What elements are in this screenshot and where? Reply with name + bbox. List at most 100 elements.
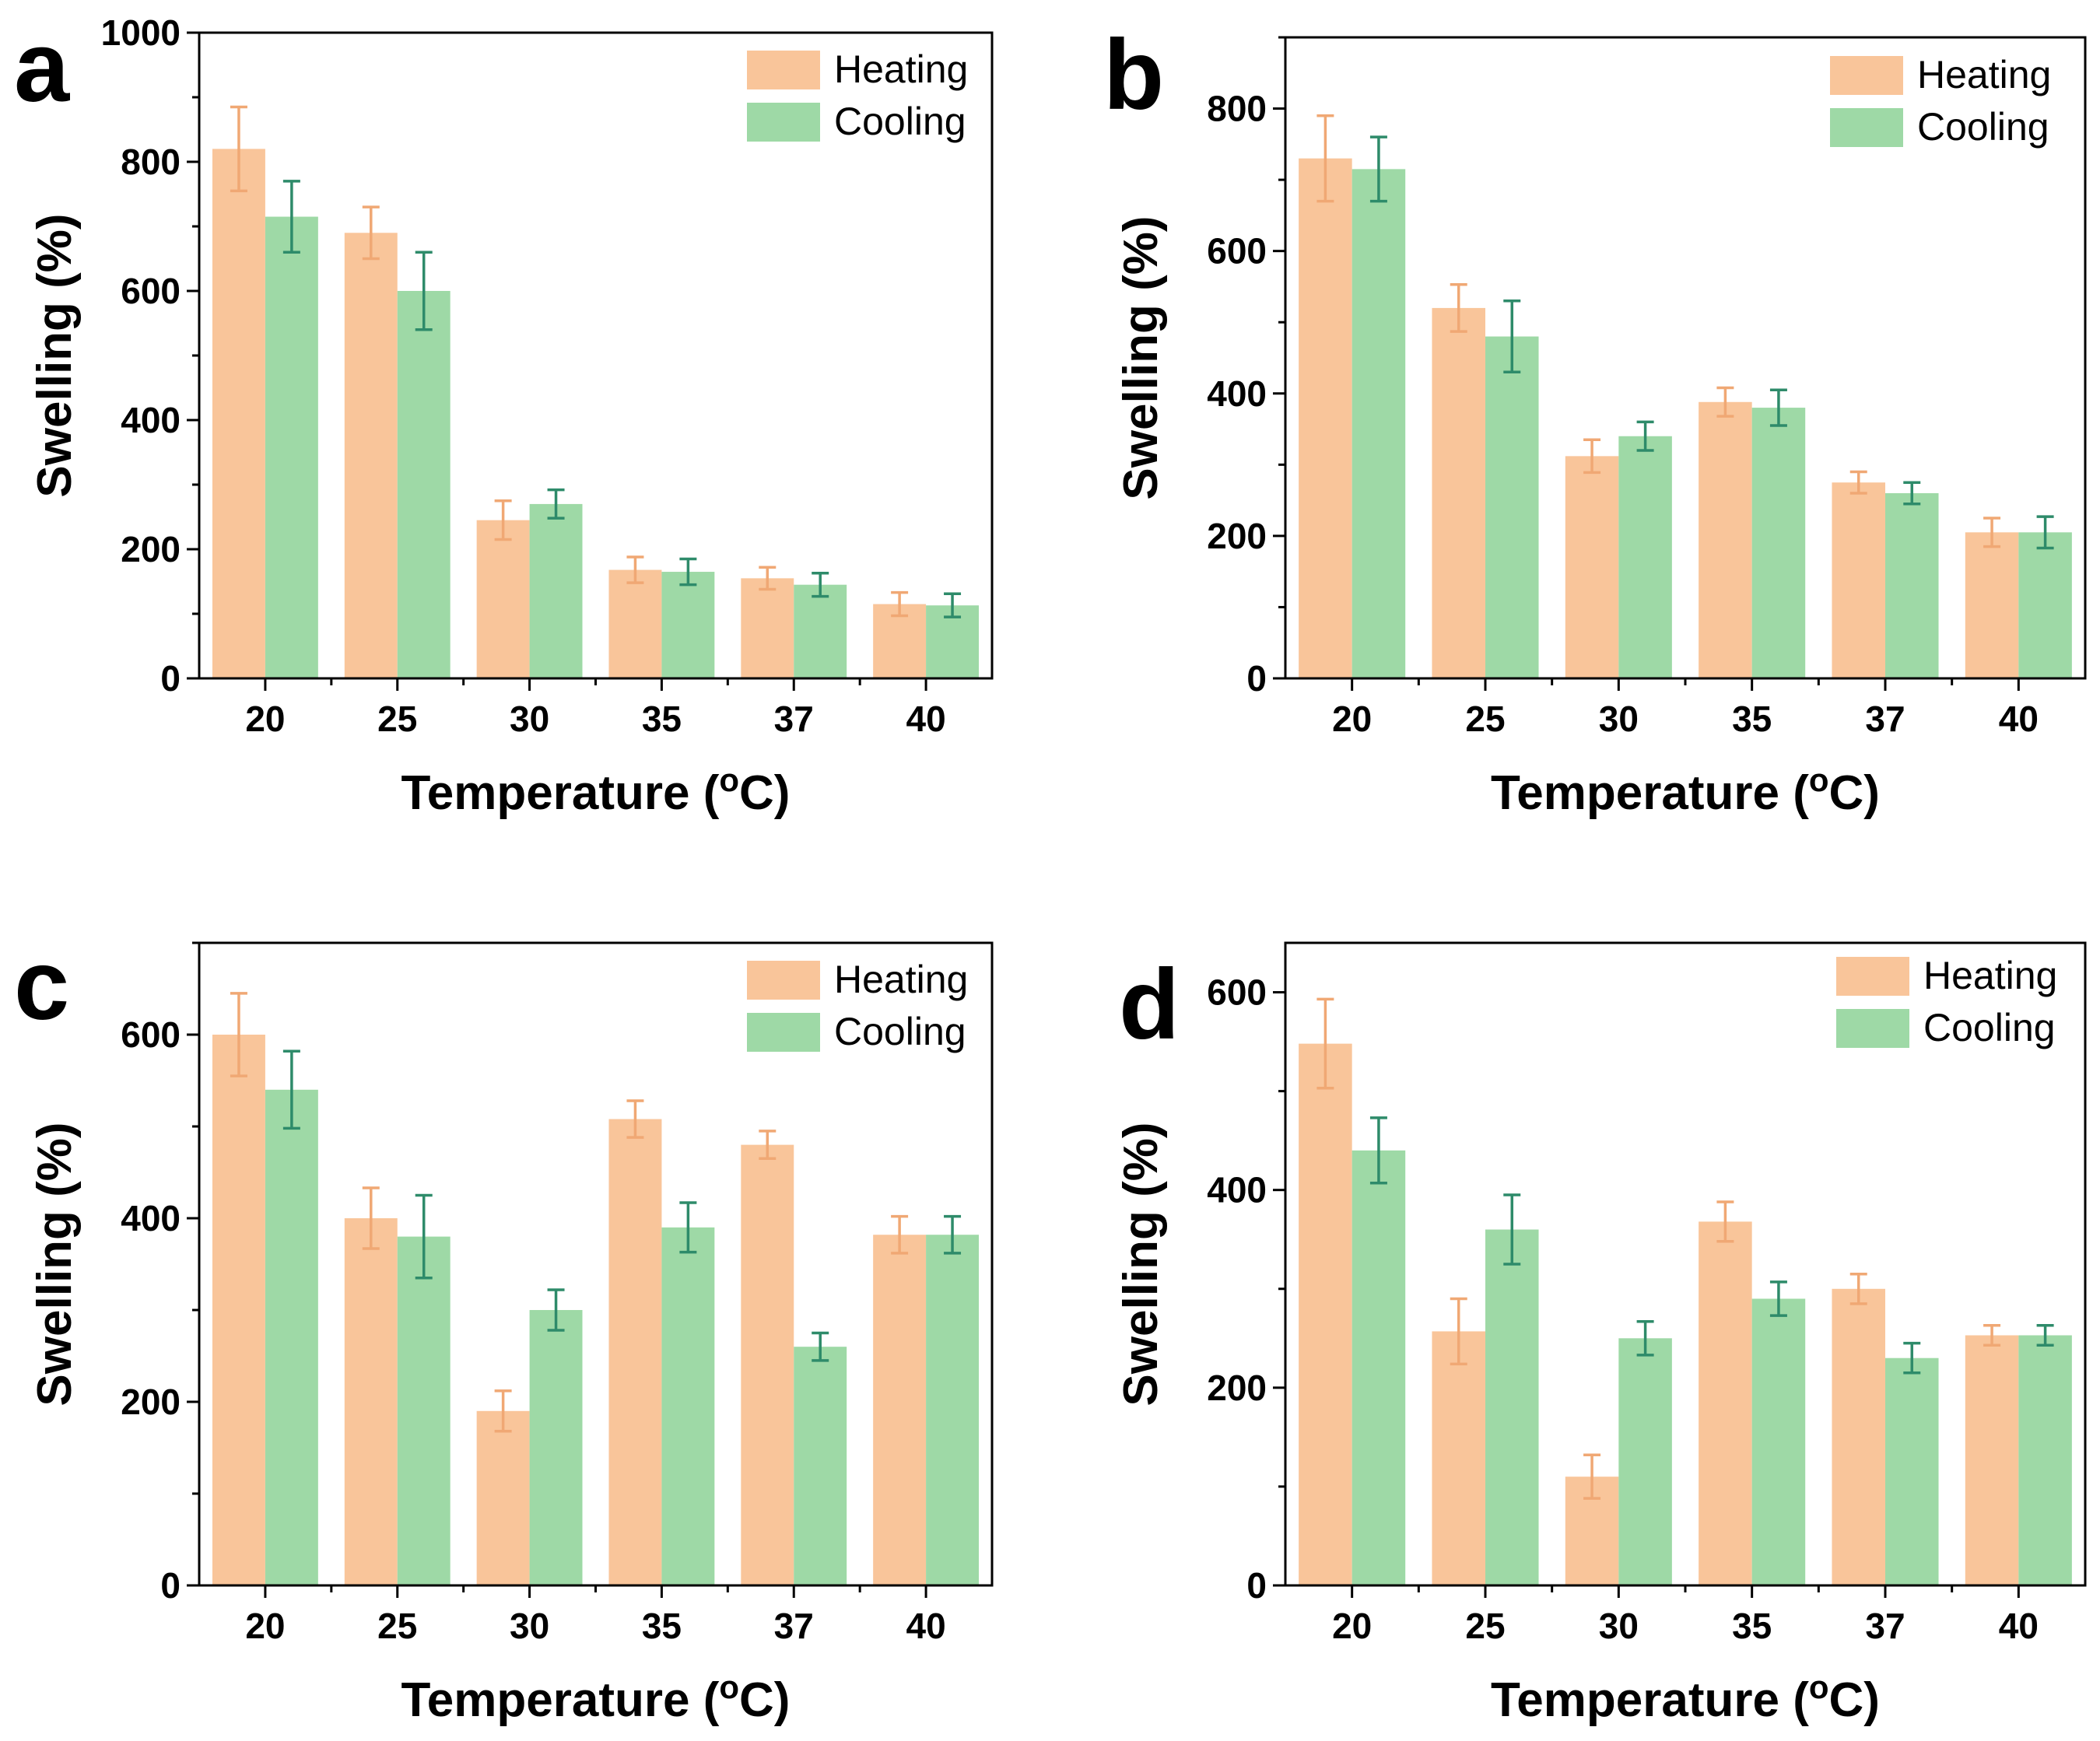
y-tick-label-b: 400 [1207, 373, 1267, 414]
bar-d-cooling-30 [1618, 1338, 1672, 1585]
error-bar-d-cooling-35 [1769, 1280, 1787, 1317]
error-bar-a-heating-25 [362, 205, 380, 261]
bar-d-cooling-40 [2018, 1335, 2072, 1585]
error-bar-c-cooling-30 [547, 1288, 565, 1332]
bar-a-cooling-35 [661, 572, 715, 678]
error-bar-d-cooling-37 [1903, 1341, 1921, 1375]
bar-d-heating-20 [1299, 1043, 1352, 1585]
y-axis-label-b: Swelling (%) [1114, 215, 1168, 499]
bar-d-heating-37 [1832, 1288, 1885, 1585]
error-bar-c-heating-35 [626, 1099, 644, 1139]
legend-label-heating: Heating [1923, 954, 2057, 997]
x-tick-label-c-40: 40 [906, 1606, 945, 1646]
error-bar-c-heating-40 [891, 1214, 909, 1255]
panel-letter-b: b [1103, 19, 1164, 131]
error-bar-a-heating-30 [494, 499, 512, 541]
y-tick-label-a: 600 [121, 271, 181, 311]
y-tick-label-a: 200 [121, 529, 181, 569]
error-bar-a-cooling-35 [679, 557, 697, 587]
bar-d-heating-25 [1432, 1331, 1485, 1585]
x-tick-label-d-30: 30 [1599, 1606, 1639, 1646]
error-bar-a-cooling-20 [282, 180, 300, 254]
error-bar-a-heating-20 [230, 105, 247, 193]
x-tick-label-a-40: 40 [906, 699, 945, 739]
bar-b-heating-37 [1832, 482, 1885, 678]
bar-d-cooling-25 [1485, 1229, 1539, 1585]
bar-c-cooling-40 [926, 1235, 980, 1585]
error-bar-b-cooling-37 [1903, 481, 1921, 506]
y-tick-label-a: 0 [160, 658, 181, 699]
error-bar-c-cooling-40 [944, 1214, 962, 1255]
y-tick-label-b: 200 [1207, 516, 1267, 556]
x-axis-label-c: Temperature (oC) [401, 1669, 791, 1728]
error-bar-d-heating-40 [1983, 1324, 2001, 1347]
bar-b-cooling-30 [1618, 436, 1672, 678]
x-tick-label-c-25: 25 [377, 1606, 417, 1646]
y-tick-label-a: 400 [121, 400, 181, 440]
legend-swatch-cooling [747, 1013, 820, 1052]
bar-a-cooling-30 [529, 503, 583, 678]
panel-letter-d: d [1119, 949, 1180, 1060]
bar-b-cooling-25 [1485, 336, 1539, 678]
error-bar-b-heating-37 [1849, 470, 1867, 495]
error-bar-b-heating-35 [1716, 386, 1734, 418]
bar-c-cooling-20 [265, 1089, 318, 1585]
error-bar-d-heating-35 [1716, 1200, 1734, 1243]
x-tick-label-d-35: 35 [1732, 1606, 1772, 1646]
bar-c-heating-20 [212, 1035, 265, 1585]
error-bar-a-heating-37 [759, 566, 777, 591]
bar-d-heating-40 [1965, 1335, 2019, 1585]
error-bar-b-heating-25 [1450, 282, 1467, 333]
legend-label-cooling: Cooling [1917, 105, 2049, 149]
error-bar-b-cooling-35 [1769, 388, 1787, 427]
bar-b-heating-20 [1299, 158, 1352, 679]
bar-b-cooling-40 [2018, 532, 2072, 678]
panel-a: 0 200 400 600 800 1000 20 25 30 35 37 40 Temperature… [14, 12, 994, 820]
panel-d: 0 200 400 600 20 25 30 35 37 40 Temperature (oC) Sw… [1114, 941, 2087, 1727]
y-tick-label-a: 1000 [101, 12, 181, 53]
bar-c-heating-35 [608, 1119, 662, 1585]
y-tick-label-b: 600 [1207, 231, 1267, 271]
bar-a-heating-37 [741, 578, 794, 678]
bar-b-heating-25 [1432, 307, 1485, 678]
bar-c-cooling-25 [397, 1236, 451, 1585]
x-tick-label-c-35: 35 [642, 1606, 682, 1646]
error-bar-c-cooling-20 [282, 1049, 300, 1130]
error-bar-c-heating-25 [362, 1186, 380, 1250]
bar-a-cooling-25 [397, 291, 451, 678]
bar-d-cooling-37 [1885, 1357, 1939, 1585]
x-tick-label-d-25: 25 [1465, 1606, 1505, 1646]
y-tick-label-c: 600 [121, 1014, 181, 1055]
x-tick-label-c-37: 37 [774, 1606, 814, 1646]
bar-a-heating-25 [344, 233, 398, 678]
bar-a-cooling-37 [794, 584, 847, 678]
x-tick-label-a-25: 25 [377, 699, 417, 739]
error-bar-a-cooling-40 [944, 592, 962, 618]
bar-a-heating-20 [212, 149, 265, 678]
error-bar-d-cooling-25 [1503, 1193, 1521, 1266]
legend-a: Heating Cooling [747, 47, 968, 143]
y-tick-label-d: 600 [1207, 972, 1267, 1013]
y-tick-label-b: 0 [1246, 658, 1267, 699]
bar-c-heating-25 [344, 1218, 398, 1585]
bar-d-cooling-20 [1352, 1150, 1406, 1585]
y-axis-label-c: Swelling (%) [28, 1122, 82, 1406]
error-bar-a-cooling-25 [415, 250, 433, 331]
error-bar-a-heating-40 [891, 590, 909, 618]
y-tick-label-c: 400 [121, 1198, 181, 1238]
y-tick-label-d: 0 [1246, 1565, 1267, 1606]
x-tick-label-a-37: 37 [774, 699, 814, 739]
y-tick-label-d: 200 [1207, 1368, 1267, 1408]
error-bar-c-cooling-35 [679, 1201, 697, 1254]
error-bar-b-cooling-20 [1369, 135, 1387, 203]
legend-swatch-cooling [747, 103, 820, 142]
legend-swatch-heating [1830, 56, 1903, 95]
x-tick-label-b-37: 37 [1865, 699, 1905, 739]
bar-b-cooling-37 [1885, 492, 1939, 678]
error-bar-b-cooling-30 [1636, 420, 1654, 452]
error-bar-b-heating-40 [1983, 517, 2001, 548]
error-bar-a-cooling-37 [812, 571, 829, 598]
error-bar-c-heating-20 [230, 992, 247, 1077]
error-bar-d-cooling-30 [1636, 1319, 1654, 1357]
